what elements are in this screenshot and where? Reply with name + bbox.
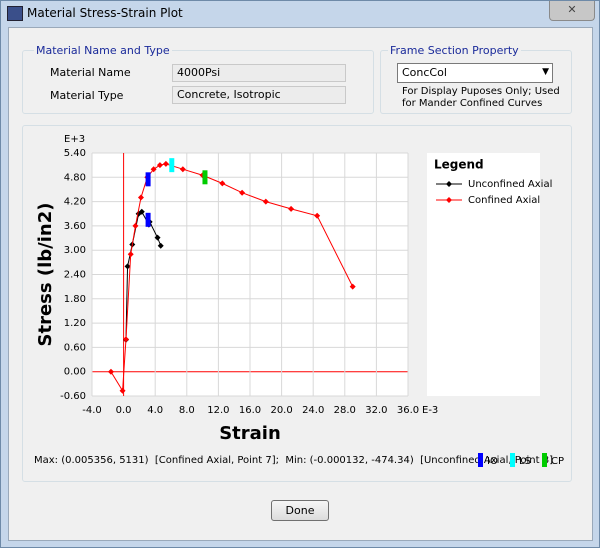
data-point <box>314 212 321 219</box>
x-multiplier: E-3 <box>422 405 438 416</box>
y-tick-label: 2.40 <box>64 270 86 281</box>
data-point <box>288 205 295 212</box>
status-legend-label: IO <box>487 456 498 467</box>
status-legend-swatch <box>510 453 515 467</box>
data-point <box>119 387 126 394</box>
x-tick-label: 12.0 <box>207 405 229 416</box>
y-tick-label: 1.80 <box>64 294 86 305</box>
y-tick-label: 3.00 <box>64 245 86 256</box>
material-type-field: Concrete, Isotropic <box>172 86 346 104</box>
x-tick-label: 24.0 <box>302 405 324 416</box>
section-combobox[interactable]: ConcCol ▼ <box>397 63 553 83</box>
data-point <box>127 251 134 258</box>
x-tick-label: 36.0 <box>397 405 419 416</box>
y-tick-label: 4.80 <box>64 172 86 183</box>
combobox-value[interactable]: ConcCol <box>397 63 553 83</box>
data-point <box>150 166 157 173</box>
y-tick-label: 1.20 <box>64 318 86 329</box>
legend-box <box>427 153 540 396</box>
y-axis-title: Stress (lb/in2) <box>35 203 56 347</box>
legend-title: Legend <box>434 158 484 172</box>
limit-state-marker <box>169 158 175 173</box>
data-point <box>179 166 186 173</box>
data-point <box>138 208 145 215</box>
status-legend-swatch <box>542 453 547 467</box>
limit-state-marker <box>145 212 151 227</box>
y-tick-label: 4.20 <box>64 197 86 208</box>
legend-label: Unconfined Axial <box>468 179 552 190</box>
data-point <box>132 222 139 229</box>
y-multiplier: E+3 <box>64 134 85 145</box>
x-tick-label: 0.0 <box>116 405 132 416</box>
x-tick-label: 32.0 <box>365 405 387 416</box>
y-tick-label: 0.00 <box>64 367 86 378</box>
plot-panel <box>22 125 572 482</box>
x-tick-label: 4.0 <box>147 405 163 416</box>
y-tick-label: -0.60 <box>60 391 86 402</box>
limit-state-marker <box>202 170 208 185</box>
data-point <box>262 198 269 205</box>
data-point <box>162 160 169 167</box>
data-point <box>219 180 226 187</box>
legend-marker <box>446 181 452 187</box>
material-group <box>22 50 374 114</box>
group-title: Material Name and Type <box>34 44 172 57</box>
window-title: Material Stress-Strain Plot <box>27 6 183 20</box>
data-point <box>156 162 163 169</box>
data-point <box>157 242 164 249</box>
y-tick-label: 3.60 <box>64 221 86 232</box>
y-tick-label: 0.60 <box>64 342 86 353</box>
legend-label: Confined Axial <box>468 195 540 206</box>
section-note: For Display Puposes Only; Used for Mande… <box>402 86 560 109</box>
data-point <box>137 194 144 201</box>
dropdown-arrow[interactable]: ▼ <box>542 67 549 77</box>
x-tick-label: 8.0 <box>179 405 195 416</box>
close-button[interactable]: ✕ <box>549 1 595 21</box>
data-point <box>154 234 161 241</box>
material-name-field: 4000Psi <box>172 64 346 82</box>
limit-state-marker <box>145 172 151 187</box>
data-point <box>239 189 246 196</box>
x-tick-label: 28.0 <box>334 405 356 416</box>
field-label: Material Type <box>50 89 124 102</box>
x-axis-title: Strain <box>219 423 281 444</box>
data-point <box>107 368 114 375</box>
data-point <box>349 283 356 290</box>
field-label: Material Name <box>50 66 131 79</box>
series-line <box>110 163 354 393</box>
app-icon <box>7 6 23 21</box>
group-title: Frame Section Property <box>388 44 521 57</box>
title-bar: Material Stress-Strain Plot ✕ <box>1 1 599 25</box>
status-text: Max: (0.005356, 5131) [Confined Axial, P… <box>34 455 553 466</box>
x-tick-label: 16.0 <box>239 405 261 416</box>
x-tick-label: 20.0 <box>270 405 292 416</box>
status-legend-label: CP <box>551 456 564 467</box>
data-point <box>124 263 131 270</box>
legend-marker <box>446 197 452 203</box>
status-legend-swatch <box>478 453 483 467</box>
status-legend-label: LS <box>519 456 531 467</box>
data-point <box>122 336 129 343</box>
done-button[interactable]: Done <box>271 500 329 521</box>
x-tick-label: -4.0 <box>82 405 102 416</box>
y-tick-label: 5.40 <box>64 148 86 159</box>
